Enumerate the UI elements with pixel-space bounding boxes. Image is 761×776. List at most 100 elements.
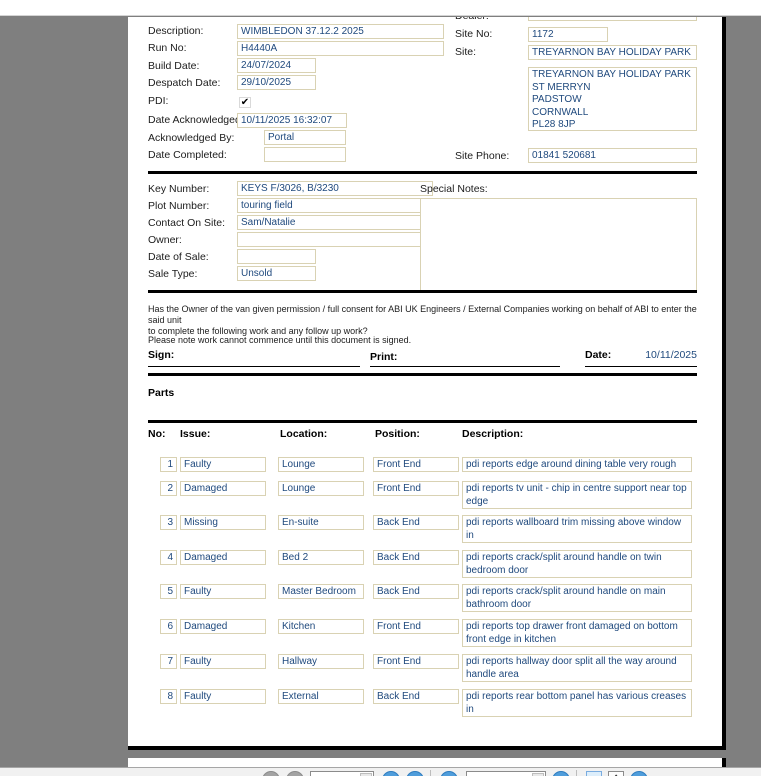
parts-header-issue: Issue: — [180, 428, 211, 440]
description-field: WIMBLEDON 37.12.2 2025 — [237, 24, 444, 39]
site-address-field: TREYARNON BAY HOLIDAY PARK ST MERRYN PAD… — [528, 67, 697, 131]
build-date-field: 24/07/2024 — [237, 58, 316, 73]
site-phone-label: Site Phone: — [455, 150, 510, 162]
run-no-label: Run No: — [148, 42, 187, 54]
report-page-2-edge — [128, 758, 726, 768]
sale-type-label: Sale Type: — [148, 268, 198, 280]
parts-title: Parts — [148, 387, 175, 399]
despatch-date-field: 29/10/2025 — [237, 75, 316, 90]
consent-note-text: Please note work cannot commence until t… — [148, 335, 412, 345]
part-position-field: Front End — [373, 619, 459, 634]
part-description-field: pdi reports top drawer front damaged on … — [462, 619, 692, 647]
section-divider-2 — [148, 290, 697, 293]
date-label: Date: — [585, 349, 612, 361]
date-of-sale-field — [237, 249, 316, 264]
part-description-field: pdi reports edge around dining table ver… — [462, 457, 692, 472]
plot-number-field: touring field — [237, 198, 433, 213]
parts-divider — [148, 420, 697, 423]
date-completed-field — [264, 147, 346, 162]
export-icon: ↑ — [614, 772, 619, 776]
part-issue-field: Faulty — [180, 654, 266, 669]
part-issue-field: Missing — [180, 515, 266, 530]
part-issue-field: Damaged — [180, 619, 266, 634]
acknowledged-by-label: Acknowledged By: — [148, 132, 235, 144]
part-position-field: Back End — [373, 550, 459, 565]
chevron-down-icon[interactable] — [360, 773, 372, 776]
export-button[interactable]: ↑ — [608, 771, 624, 776]
sign-label: Sign: — [148, 349, 175, 361]
prev-page-button[interactable] — [286, 771, 304, 776]
page-number-select[interactable] — [310, 771, 374, 776]
dealer-field: STS LEISURE LTD T/A — [528, 17, 697, 21]
next-page-button[interactable] — [382, 771, 400, 776]
print-line — [370, 366, 560, 367]
pdi-label: PDI: — [148, 95, 169, 107]
parts-header-no: No: — [148, 428, 166, 440]
part-description-field: pdi reports crack/split around handle on… — [462, 550, 692, 578]
special-notes-field — [420, 198, 697, 291]
part-no-field: 2 — [160, 481, 177, 496]
part-description-field: pdi reports rear bottom panel has variou… — [462, 689, 692, 717]
date-of-sale-label: Date of Sale: — [148, 251, 209, 263]
key-number-label: Key Number: — [148, 183, 210, 195]
section-divider-3 — [148, 373, 697, 376]
part-issue-field: Faulty — [180, 689, 266, 704]
section-divider-1 — [148, 171, 697, 174]
zoom-select[interactable] — [466, 771, 546, 776]
part-no-field: 8 — [160, 689, 177, 704]
part-location-field: En-suite — [278, 515, 364, 530]
part-description-field: pdi reports tv unit - chip in centre sup… — [462, 481, 692, 509]
part-issue-field: Damaged — [180, 481, 266, 496]
date-completed-label: Date Completed: — [148, 149, 227, 161]
refresh-button[interactable] — [440, 771, 458, 776]
build-date-label: Build Date: — [148, 60, 200, 72]
site-label: Site: — [455, 46, 477, 58]
part-location-field: Bed 2 — [278, 550, 364, 565]
part-description-field: pdi reports hallway door split all the w… — [462, 654, 692, 682]
first-page-button[interactable] — [262, 771, 280, 776]
pdi-checkbox: ✔ — [239, 97, 251, 108]
search-button[interactable] — [552, 771, 570, 776]
part-issue-field: Faulty — [180, 584, 266, 599]
owner-field — [237, 232, 433, 247]
date-acknowledged-field: 10/11/2025 16:32:07 — [237, 113, 347, 128]
date-acknowledged-label: Date Acknowledged: — [148, 114, 244, 126]
check-icon: ✔ — [240, 97, 250, 108]
print-button[interactable] — [586, 771, 602, 776]
part-location-field: Lounge — [278, 481, 364, 496]
part-no-field: 7 — [160, 654, 177, 669]
sign-line — [148, 366, 360, 367]
part-description-field: pdi reports crack/split around handle on… — [462, 584, 692, 612]
part-no-field: 3 — [160, 515, 177, 530]
part-position-field: Back End — [373, 515, 459, 530]
date-line — [585, 366, 697, 367]
help-button[interactable] — [630, 771, 648, 776]
last-page-button[interactable] — [406, 771, 424, 776]
part-position-field: Front End — [373, 481, 459, 496]
part-location-field: Master Bedroom — [278, 584, 364, 599]
contact-on-site-field: Sam/Natalie — [237, 215, 433, 230]
part-location-field: Kitchen — [278, 619, 364, 634]
part-position-field: Back End — [373, 689, 459, 704]
toolbar-separator — [430, 770, 431, 776]
report-page: Dealer: STS LEISURE LTD T/A Description:… — [128, 17, 726, 750]
special-notes-label: Special Notes: — [420, 183, 488, 195]
part-location-field: External — [278, 689, 364, 704]
print-label: Print: — [370, 351, 398, 363]
plot-number-label: Plot Number: — [148, 200, 210, 212]
top-chrome-bar — [0, 0, 761, 16]
part-no-field: 6 — [160, 619, 177, 634]
sale-type-field: Unsold — [237, 266, 316, 281]
site-phone-field: 01841 520681 — [528, 148, 697, 163]
site-no-field: 1172 — [528, 27, 608, 42]
description-label: Description: — [148, 25, 204, 37]
part-no-field: 5 — [160, 584, 177, 599]
parts-header-description: Description: — [462, 428, 524, 440]
viewer-toolbar: ↑ — [0, 767, 761, 776]
chevron-down-icon[interactable] — [532, 773, 544, 776]
part-description-field: pdi reports wallboard trim missing above… — [462, 515, 692, 543]
parts-header-position: Position: — [375, 428, 420, 440]
part-position-field: Front End — [373, 654, 459, 669]
key-number-field: KEYS F/3026, B/3230 — [237, 181, 433, 196]
